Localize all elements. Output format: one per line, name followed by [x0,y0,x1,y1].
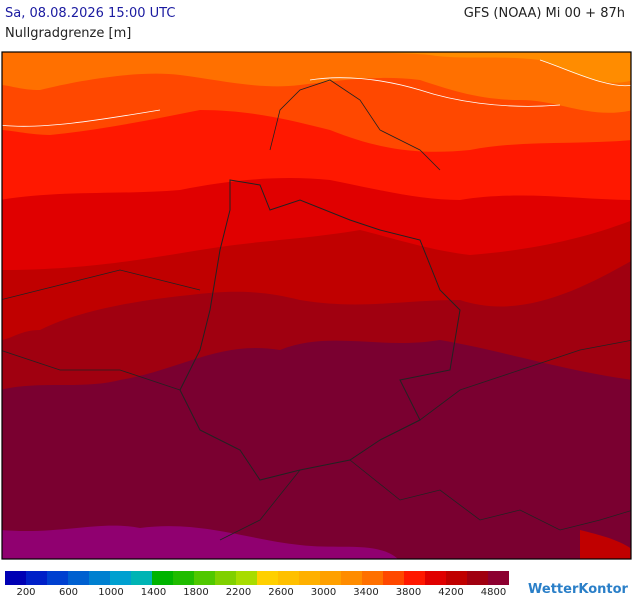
scale-label: 200 [16,587,36,598]
color-scale [5,571,509,585]
scale-label: 4800 [480,587,507,598]
color-swatch [425,571,446,585]
color-swatch [173,571,194,585]
scale-label: 2200 [225,587,252,598]
color-swatch [26,571,47,585]
color-swatch [89,571,110,585]
scale-label: 3400 [353,587,379,598]
scale-label: 2600 [268,587,294,598]
color-swatch [278,571,299,585]
color-swatch [194,571,215,585]
map [1,51,632,560]
scale-label: 3800 [395,587,422,598]
color-swatch [47,571,68,585]
datetime: Sa, 08.08.2026 15:00 UTC [5,6,176,21]
scale-label: 600 [58,587,79,598]
color-swatch [236,571,257,585]
brand-logo: WetterKontor [528,582,628,597]
color-swatch [257,571,278,585]
scale-label: 1000 [98,587,124,598]
color-swatch [5,571,26,585]
scale-label: 4200 [438,587,464,598]
color-swatch [488,571,509,585]
parameter: Nullgradgrenze [m] [5,26,132,41]
scale-label: 1800 [183,587,209,598]
color-swatch [152,571,173,585]
color-swatch [341,571,362,585]
color-scale-labels: 200 600 1000 1400 1800 2200 2600 3000 3400 3800 42… [0,587,520,601]
color-swatch [299,571,320,585]
model-run: GFS (NOAA) Mi 00 + 87h [463,6,625,21]
color-swatch [446,571,467,585]
color-swatch [467,571,488,585]
color-swatch [362,571,383,585]
color-swatch [215,571,236,585]
color-swatch [404,571,425,585]
color-swatch [68,571,89,585]
color-swatch [383,571,404,585]
color-swatch [110,571,131,585]
scale-label: 3000 [310,587,337,598]
color-swatch [131,571,152,585]
color-swatch [320,571,341,585]
scale-label: 1400 [140,587,167,598]
